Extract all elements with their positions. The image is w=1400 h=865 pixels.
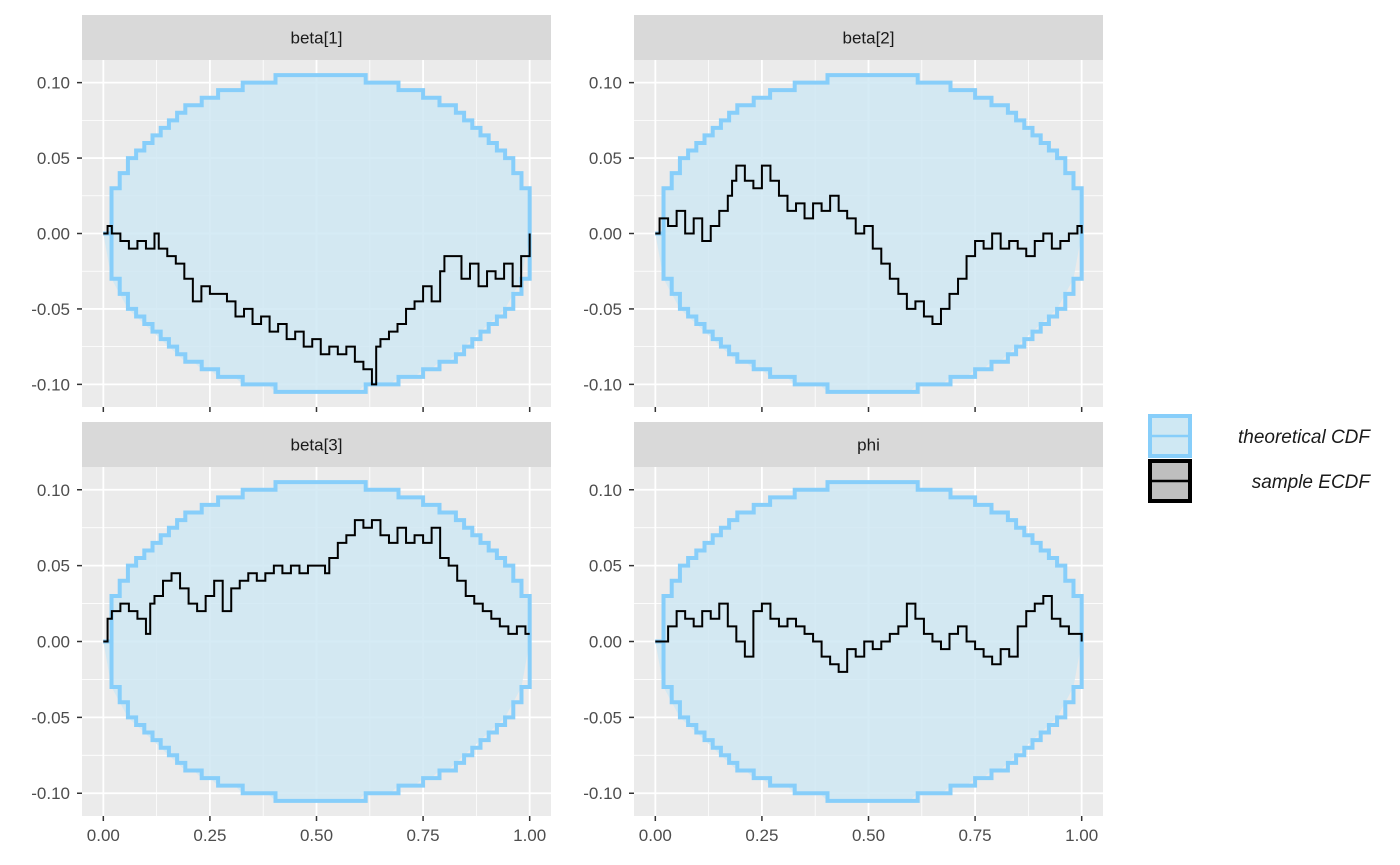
y-tick-label: 0.00 bbox=[37, 633, 70, 652]
y-tick-label: -0.10 bbox=[31, 375, 70, 394]
theoretical-cdf-band bbox=[103, 75, 530, 392]
legend: theoretical CDF sample ECDF bbox=[1148, 414, 1372, 503]
theoretical-cdf-upper bbox=[103, 73, 532, 236]
x-tick-label: 0.00 bbox=[87, 826, 120, 845]
y-tick-label: -0.10 bbox=[31, 784, 70, 803]
legend-key-theoretical-cdf bbox=[1148, 414, 1192, 458]
facet-title: beta[2] bbox=[843, 29, 895, 48]
sample-ecdf-line bbox=[103, 519, 530, 643]
y-tick-label: 0.10 bbox=[37, 481, 70, 500]
theoretical-cdf-band bbox=[655, 75, 1082, 392]
legend-key-sample-ecdf bbox=[1148, 459, 1192, 503]
theoretical-cdf-lower bbox=[655, 639, 1084, 803]
facet-strip bbox=[634, 15, 1103, 60]
theoretical-cdf-upper bbox=[103, 480, 532, 644]
facet-panel: beta[1] -0.10 -0.05 0.00 0.05 0.10 bbox=[31, 15, 551, 412]
y-tick-label: 0.05 bbox=[589, 149, 622, 168]
theoretical-cdf-band bbox=[103, 482, 530, 801]
facet-panel: beta[3] -0.10 -0.05 0.00 0.05 0.10 0.00 0.25 0.5… bbox=[31, 422, 551, 845]
y-tick-label: 0.00 bbox=[589, 633, 622, 652]
x-tick-label: 1.00 bbox=[513, 826, 546, 845]
y-tick-label: 0.10 bbox=[37, 74, 70, 93]
y-tick-label: 0.05 bbox=[37, 557, 70, 576]
x-tick-label: 0.75 bbox=[959, 826, 992, 845]
facet-strip bbox=[82, 15, 551, 60]
facet-panel: phi -0.10 -0.05 0.00 0.05 0.10 0.00 0.25 0.50 0.7… bbox=[583, 422, 1103, 845]
sample-ecdf-line bbox=[103, 224, 531, 386]
y-tick-label: 0.10 bbox=[589, 74, 622, 93]
theoretical-cdf-upper bbox=[655, 480, 1084, 644]
y-tick-label: 0.00 bbox=[37, 225, 70, 244]
y-tick-label: 0.00 bbox=[589, 225, 622, 244]
x-tick-label: 0.25 bbox=[193, 826, 226, 845]
y-tick-label: 0.05 bbox=[589, 557, 622, 576]
facet-grid: beta[1] -0.10 -0.05 0.00 0.05 0.10 beta[2] -0.1… bbox=[31, 15, 1103, 845]
facet-title: beta[1] bbox=[291, 29, 343, 48]
facet-panel: beta[2] -0.10 -0.05 0.00 0.05 0.10 bbox=[583, 15, 1103, 412]
y-tick-label: -0.10 bbox=[583, 784, 622, 803]
y-tick-label: 0.10 bbox=[589, 481, 622, 500]
y-tick-label: -0.05 bbox=[583, 708, 622, 727]
x-tick-label: 1.00 bbox=[1065, 826, 1098, 845]
y-tick-label: -0.05 bbox=[31, 708, 70, 727]
facet-strip bbox=[82, 422, 551, 467]
facet-title: phi bbox=[857, 436, 880, 455]
theoretical-cdf-upper bbox=[655, 73, 1084, 236]
facet-title: beta[3] bbox=[291, 436, 343, 455]
x-tick-label: 0.75 bbox=[407, 826, 440, 845]
legend-label-sample-ecdf: sample ECDF bbox=[1252, 472, 1372, 493]
x-tick-label: 0.00 bbox=[639, 826, 672, 845]
facet-strip bbox=[634, 422, 1103, 467]
y-tick-label: -0.10 bbox=[583, 375, 622, 394]
sample-ecdf-line bbox=[655, 594, 1083, 673]
theoretical-cdf-lower bbox=[103, 231, 532, 394]
y-tick-label: -0.05 bbox=[583, 300, 622, 319]
legend-label-theoretical-cdf: theoretical CDF bbox=[1238, 427, 1371, 448]
sample-ecdf-line bbox=[655, 164, 1083, 326]
y-tick-label: 0.05 bbox=[37, 149, 70, 168]
theoretical-cdf-lower bbox=[103, 639, 532, 803]
x-tick-label: 0.50 bbox=[300, 826, 333, 845]
x-tick-label: 0.50 bbox=[852, 826, 885, 845]
x-tick-label: 0.25 bbox=[745, 826, 778, 845]
theoretical-cdf-lower bbox=[655, 231, 1084, 394]
y-tick-label: -0.05 bbox=[31, 300, 70, 319]
